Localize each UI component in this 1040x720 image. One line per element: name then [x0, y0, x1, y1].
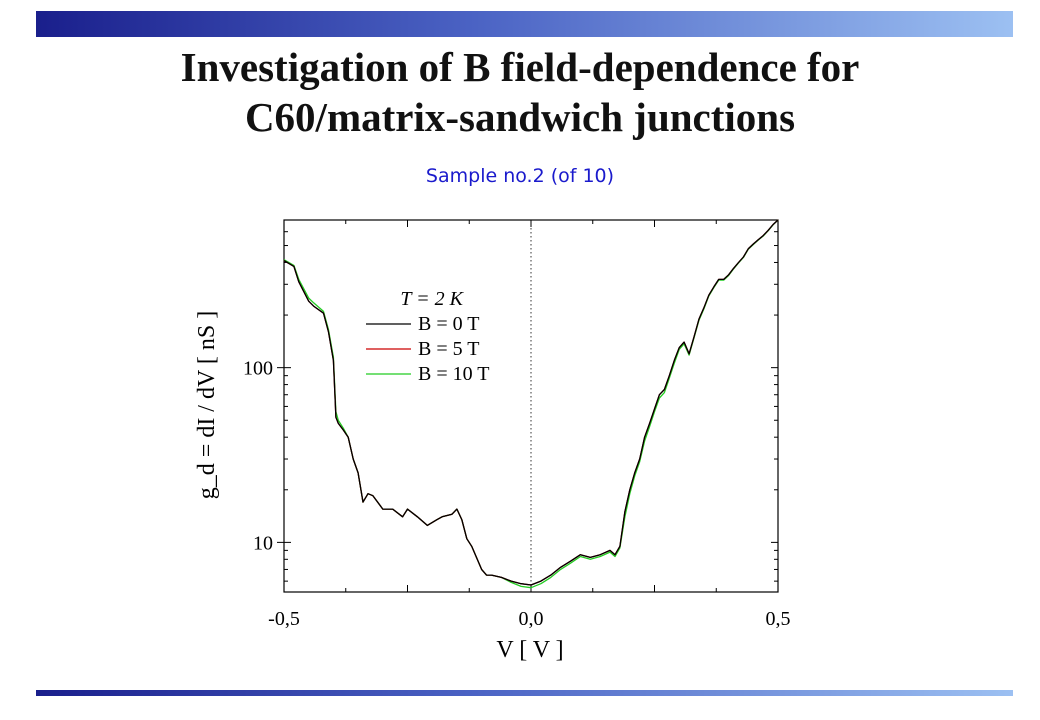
slide-title: Investigation of B field-dependence for … — [0, 42, 1040, 142]
top-accent-bar — [36, 11, 1013, 37]
legend: T = 2 K B = 0 T B = 5 T B = 10 T — [366, 288, 489, 385]
bottom-accent-bar — [36, 690, 1013, 696]
slide-subtitle: Sample no.2 (of 10) — [425, 165, 615, 187]
y-tick-label: 10 — [253, 532, 273, 554]
y-tick-label: 100 — [243, 358, 273, 380]
ticks-group: -0,5 0,0 0,5 10 100 — [243, 219, 791, 630]
series-line-b-0-t — [283, 219, 779, 586]
series-line-b-5-t — [283, 219, 779, 586]
legend-entry-label: B = 5 T — [418, 338, 479, 360]
y-axis-label: g_d = dI / dV [ nS ] — [194, 311, 220, 499]
x-tick-label: 0,0 — [519, 608, 544, 630]
x-axis-label: V [ V ] — [496, 637, 563, 663]
plot-frame-group — [283, 219, 779, 593]
x-tick-label: 0,5 — [766, 608, 791, 630]
legend-entry-label: B = 0 T — [418, 313, 479, 335]
legend-header: T = 2 K — [400, 288, 464, 310]
title-line-1: Investigation of B field-dependence for — [180, 44, 860, 90]
series-group — [283, 219, 779, 589]
legend-entry-label: B = 10 T — [418, 363, 489, 385]
title-line-2: C60/matrix-sandwich junctions — [244, 94, 796, 140]
x-tick-label: -0,5 — [268, 608, 300, 630]
